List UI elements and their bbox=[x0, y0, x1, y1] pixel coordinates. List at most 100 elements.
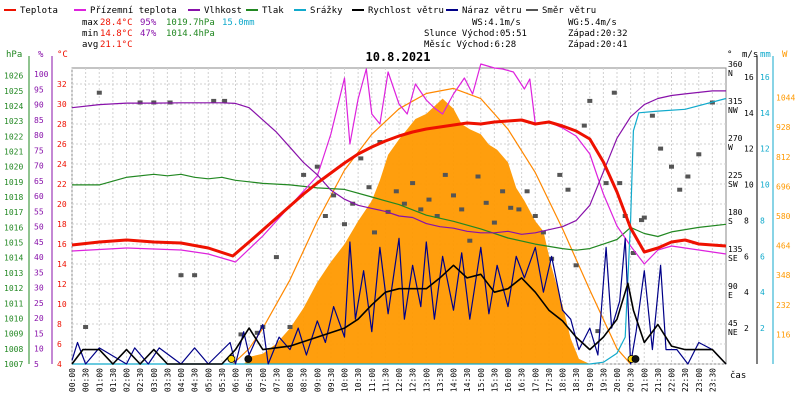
series-sm-r-v-tru-point bbox=[366, 185, 372, 190]
x-tick-label: 05:00 bbox=[204, 368, 213, 392]
temperature-tick-label: 8 bbox=[57, 320, 62, 329]
series-solar-area bbox=[72, 98, 726, 364]
wind-tick-label: 8 bbox=[744, 216, 749, 225]
humidity-tick-label: 95 bbox=[34, 85, 44, 94]
x-tick-label: 05:30 bbox=[218, 368, 227, 392]
rain-tick-label: 4 bbox=[760, 288, 765, 297]
series-sm-r-v-tru-point bbox=[83, 325, 89, 329]
series-sm-r-v-tru-point bbox=[331, 193, 337, 198]
temperature-tick-label: 30 bbox=[57, 100, 67, 109]
series-sm-r-v-tru-point bbox=[532, 214, 538, 218]
direction-tick-label: 270 bbox=[728, 134, 743, 143]
series-sm-r-v-tru-point bbox=[516, 207, 522, 212]
legend-label-2: Vlhkost bbox=[204, 6, 242, 16]
direction-tick-name: NE bbox=[728, 328, 738, 337]
x-tick-label: 10:30 bbox=[354, 368, 363, 392]
series-sm-r-v-tru-point bbox=[524, 189, 530, 194]
pressure-tick-label: 1025 bbox=[4, 87, 23, 96]
info-sun: Slunce Východ:05:51 bbox=[424, 29, 527, 39]
x-tick-label: 02:30 bbox=[136, 368, 145, 392]
stat-max-hum: 95% bbox=[140, 18, 157, 28]
humidity-tick-label: 70 bbox=[34, 162, 44, 171]
series-sm-r-v-tru-point bbox=[358, 156, 364, 161]
x-tick-label: 04:00 bbox=[177, 368, 186, 392]
series-sm-r-v-tru-point bbox=[301, 172, 307, 177]
solar-tick-label: 812 bbox=[776, 153, 791, 162]
rain-tick-label: 14 bbox=[760, 109, 770, 118]
series-sm-r-v-tru-point bbox=[273, 255, 279, 260]
solar-tick-label: 232 bbox=[776, 301, 791, 310]
solar-unit: W bbox=[782, 50, 788, 60]
series-sm-r-v-tru-point bbox=[178, 273, 184, 278]
series-sm-r-v-tru-point bbox=[418, 207, 424, 212]
direction-tick-label: 45 bbox=[728, 319, 738, 328]
series-sm-r-v-tru-point bbox=[434, 214, 440, 218]
temperature-tick-label: 10 bbox=[57, 300, 67, 309]
x-tick-label: 17:30 bbox=[545, 368, 554, 392]
series-sm-r-v-tru-point bbox=[350, 201, 356, 206]
x-tick-label: 03:30 bbox=[163, 368, 172, 392]
series-sm-r-v-tru-point bbox=[557, 172, 563, 177]
series-sm-r-v-tru-point bbox=[595, 329, 601, 334]
x-tick-label: 22:00 bbox=[668, 368, 677, 392]
series-sm-r-v-tru-point bbox=[617, 181, 623, 186]
x-tick-label: 13:00 bbox=[422, 368, 431, 392]
pressure-tick-label: 1017 bbox=[4, 208, 23, 217]
series-sm-r-v-tru-point bbox=[500, 189, 506, 194]
x-tick-label: 12:00 bbox=[395, 368, 404, 392]
series-sm-r-v-tru-point bbox=[677, 187, 683, 192]
rain-tick-label: 16 bbox=[760, 73, 770, 82]
pressure-unit: hPa bbox=[6, 50, 22, 60]
x-tick-label: 02:00 bbox=[123, 368, 132, 392]
rain-tick-label: 12 bbox=[760, 145, 770, 154]
x-tick-label: 12:30 bbox=[409, 368, 418, 392]
wind-unit: m/s bbox=[742, 50, 758, 60]
direction-tick-label: 360 bbox=[728, 60, 743, 69]
direction-tick-name: E bbox=[728, 291, 733, 300]
solar-tick-label: 1044 bbox=[776, 94, 795, 103]
direction-tick-name: SW bbox=[728, 180, 738, 189]
series-p-zemn-teplota-line bbox=[71, 63, 727, 265]
humidity-tick-label: 5 bbox=[34, 360, 39, 369]
wind-tick-label: 16 bbox=[744, 73, 754, 82]
pressure-tick-label: 1018 bbox=[4, 193, 23, 202]
x-tick-label: 00:00 bbox=[68, 368, 77, 392]
legend-label-4: Srážky bbox=[310, 6, 343, 16]
info-moon-set: Západ:20:41 bbox=[568, 40, 628, 50]
humidity-tick-label: 30 bbox=[34, 284, 44, 293]
x-tick-label: 08:30 bbox=[300, 368, 309, 392]
legend-label-3: Tlak bbox=[262, 6, 284, 16]
direction-tick-name: NW bbox=[728, 106, 738, 115]
rain-tick-label: 6 bbox=[760, 252, 765, 261]
humidity-tick-label: 80 bbox=[34, 131, 44, 140]
pressure-tick-label: 1009 bbox=[4, 330, 23, 339]
series-sm-r-v-tru-point bbox=[641, 215, 647, 220]
temperature-tick-label: 12 bbox=[57, 280, 67, 289]
pressure-tick-label: 1015 bbox=[4, 239, 23, 248]
humidity-tick-label: 40 bbox=[34, 253, 44, 262]
series-sm-r-v-tru-point bbox=[587, 98, 593, 103]
pressure-tick-label: 1020 bbox=[4, 163, 23, 172]
stat-max-rain: 15.0mm bbox=[222, 18, 255, 28]
series-sm-r-v-tru-point bbox=[254, 330, 260, 335]
series-sm-r-v-tru-point bbox=[426, 197, 432, 202]
series-sm-r-v-tru-point bbox=[508, 205, 514, 210]
series-sm-r-v-tru-point bbox=[639, 218, 644, 223]
x-tick-label: 04:30 bbox=[191, 368, 200, 392]
pressure-tick-label: 1007 bbox=[4, 360, 23, 369]
series-sm-r-v-tru-point bbox=[211, 98, 217, 103]
series-sm-r-v-tru-point bbox=[410, 181, 416, 186]
temperature-tick-label: 16 bbox=[57, 240, 67, 249]
series-sm-r-v-tru-point bbox=[649, 113, 655, 118]
rain-unit: mm bbox=[760, 50, 771, 60]
info-moon: Měsíc Východ:6:28 bbox=[424, 40, 516, 50]
series-sr-ky-line bbox=[72, 97, 727, 365]
humidity-tick-label: 50 bbox=[34, 223, 44, 232]
direction-tick-name: W bbox=[728, 143, 733, 152]
direction-tick-label: 90 bbox=[728, 282, 738, 291]
x-tick-label: 23:00 bbox=[695, 368, 704, 392]
legend-label-6: Náraz větru bbox=[462, 6, 522, 16]
series-sm-r-v-tru-point bbox=[393, 189, 399, 194]
x-tick-label: 00:30 bbox=[82, 368, 91, 392]
temperature-tick-label: 18 bbox=[57, 220, 67, 229]
